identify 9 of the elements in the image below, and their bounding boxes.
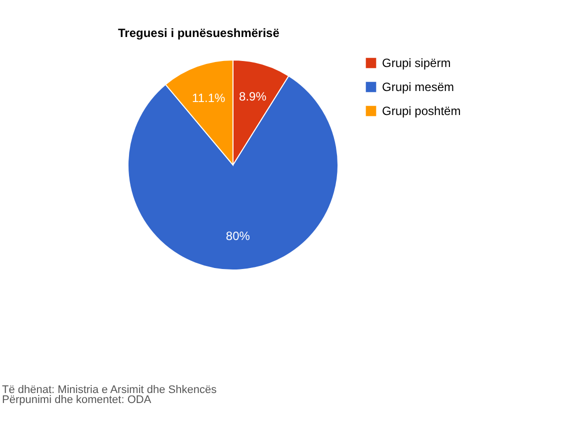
legend-label: Grupi poshtëm xyxy=(382,104,461,118)
text: Përpunimi dhe komentet: ODA xyxy=(2,394,152,406)
legend-label: Grupi mesëm xyxy=(382,80,454,94)
legend-label: Grupi sipërm xyxy=(382,56,451,70)
data-label: 11.1% xyxy=(192,90,226,105)
chart-title: Treguesi i punësueshmërisë xyxy=(118,26,280,40)
text: Të dhënat: Ministria e Arsimit dhe Shkencës xyxy=(2,384,218,396)
data-label: 8.9% xyxy=(239,89,267,104)
data-label: 80% xyxy=(226,229,250,244)
